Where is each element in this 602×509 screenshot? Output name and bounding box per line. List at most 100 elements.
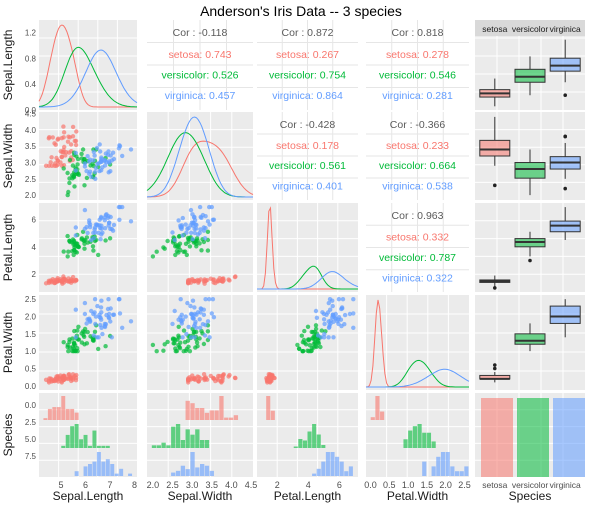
histogram-bar-setosa: [233, 415, 239, 420]
scatter-point-virginica: [190, 298, 196, 303]
scatter-point-versicolor: [177, 241, 183, 246]
scatter-point-setosa: [50, 135, 55, 140]
scatter-point-versicolor: [182, 340, 188, 345]
histogram-bar-versicolor: [426, 432, 432, 448]
scatter-point-virginica: [102, 163, 108, 168]
corr-overall-text: Cor : 0.872: [282, 27, 334, 39]
x-tick-label: 6: [337, 480, 342, 490]
scatter-point-virginica: [199, 306, 204, 312]
histogram-bar-virginica: [325, 452, 330, 476]
scatter-point-setosa: [68, 142, 74, 147]
scatter-point-versicolor: [300, 340, 306, 345]
scatter-point-virginica: [87, 317, 92, 322]
scatter-point-virginica: [87, 157, 93, 162]
histogram-bar-virginica: [83, 466, 88, 476]
scatter-point-virginica: [91, 333, 97, 338]
scatter-point-virginica: [87, 218, 92, 223]
scatter-point-virginica: [117, 217, 122, 222]
scatter-point-virginica: [331, 335, 336, 340]
scatter-point-virginica: [106, 149, 111, 154]
scatter-point-versicolor: [76, 244, 81, 250]
scatter-point-versicolor: [88, 334, 93, 339]
scatter-point-versicolor: [162, 246, 167, 251]
scatter-point-virginica: [128, 147, 134, 152]
scatter-point-virginica: [109, 335, 115, 340]
histogram-bar-versicolor: [190, 434, 195, 448]
scatter-point-virginica: [91, 236, 97, 241]
scatter-point-versicolor: [70, 176, 75, 181]
scatter-point-virginica: [98, 305, 104, 310]
scatter-point-setosa: [65, 139, 71, 144]
scatter-point-versicolor: [96, 346, 101, 352]
x-tick-label: 2: [275, 480, 280, 490]
scatter-point-versicolor: [72, 328, 77, 334]
scatter-point-versicolor: [103, 238, 108, 243]
scatter-point-versicolor: [66, 249, 71, 254]
scatter-point-virginica: [322, 331, 327, 337]
y-tick-label: 2.5: [25, 295, 37, 304]
histogram-bar-virginica: [74, 471, 79, 476]
corr-setosa-text: setosa: 0.267: [276, 49, 339, 61]
scatter-point-virginica: [111, 156, 117, 162]
scatter-point-versicolor: [75, 156, 81, 162]
corr-overall-text: Cor : -0.118: [173, 27, 228, 39]
histogram-bar-virginica: [185, 469, 190, 476]
scatter-point-virginica: [93, 165, 99, 171]
x-axis-title: Sepal.Length: [53, 489, 124, 503]
y-tick-label: 2.5: [25, 175, 37, 184]
scatter-point-versicolor: [61, 166, 66, 171]
histogram-bar-versicolor: [422, 432, 427, 448]
y-tick-label: 0.8: [25, 54, 37, 63]
histogram-bar-versicolor: [161, 442, 166, 448]
scatter-point-versicolor: [313, 326, 319, 332]
histogram-bar-setosa: [52, 407, 57, 420]
scatter-point-versicolor: [65, 233, 70, 239]
x-tick-label: 0.0: [364, 480, 377, 490]
scatter-point-virginica: [192, 335, 197, 340]
histogram-bar-versicolor: [180, 440, 186, 448]
scatter-point-virginica: [85, 230, 90, 236]
histogram-bar-versicolor: [204, 440, 210, 448]
boxplot-outlier: [493, 366, 497, 371]
scatter-point-versicolor: [65, 170, 70, 176]
scatter-point-virginica: [116, 146, 122, 151]
scatter-point-versicolor: [70, 344, 76, 349]
scatter-point-virginica: [96, 230, 101, 235]
scatter-point-versicolor: [85, 329, 90, 335]
corr-setosa-text: setosa: 0.332: [386, 231, 449, 243]
scatter-point-versicolor: [65, 192, 70, 198]
boxplot-outlier: [528, 258, 532, 263]
panel-bg: [39, 203, 137, 292]
corr-virginica-text: virginica: 0.457: [165, 90, 236, 102]
scatter-point-virginica: [197, 204, 203, 210]
scatter-point-versicolor: [173, 346, 178, 351]
scatter-point-virginica: [96, 335, 101, 340]
scatter-point-setosa: [72, 138, 78, 144]
scatter-point-setosa: [221, 372, 226, 377]
scatter-point-setosa: [213, 280, 218, 286]
scatter-point-versicolor: [162, 342, 167, 347]
corr-setosa-text: setosa: 0.743: [168, 49, 231, 61]
y-tick-label: 2: [32, 270, 37, 279]
scatter-point-virginica: [128, 219, 134, 224]
scatter-point-versicolor: [318, 344, 323, 350]
boxplot-outlier: [493, 183, 497, 188]
scatter-point-versicolor: [205, 329, 211, 334]
scatter-point-setosa: [61, 144, 67, 150]
scatter-point-versicolor: [309, 348, 314, 353]
scatter-point-versicolor: [81, 333, 86, 338]
scatter-point-setosa: [73, 375, 79, 381]
boxplot-box-virginica: [549, 305, 581, 324]
scatter-point-setosa: [55, 373, 60, 379]
scatter-point-virginica: [183, 222, 188, 227]
histogram-bar-setosa: [61, 396, 66, 420]
scatter-point-setosa: [211, 375, 216, 381]
x-tick-label: 2.0: [147, 480, 160, 490]
scatter-point-versicolor: [313, 323, 319, 328]
scatter-point-versicolor: [165, 339, 170, 345]
histogram-bar-versicolor: [307, 431, 312, 448]
scatter-point-virginica: [190, 237, 195, 242]
scatter-point-setosa: [43, 377, 49, 382]
scatter-point-virginica: [180, 335, 185, 340]
scatter-point-versicolor: [184, 252, 189, 258]
